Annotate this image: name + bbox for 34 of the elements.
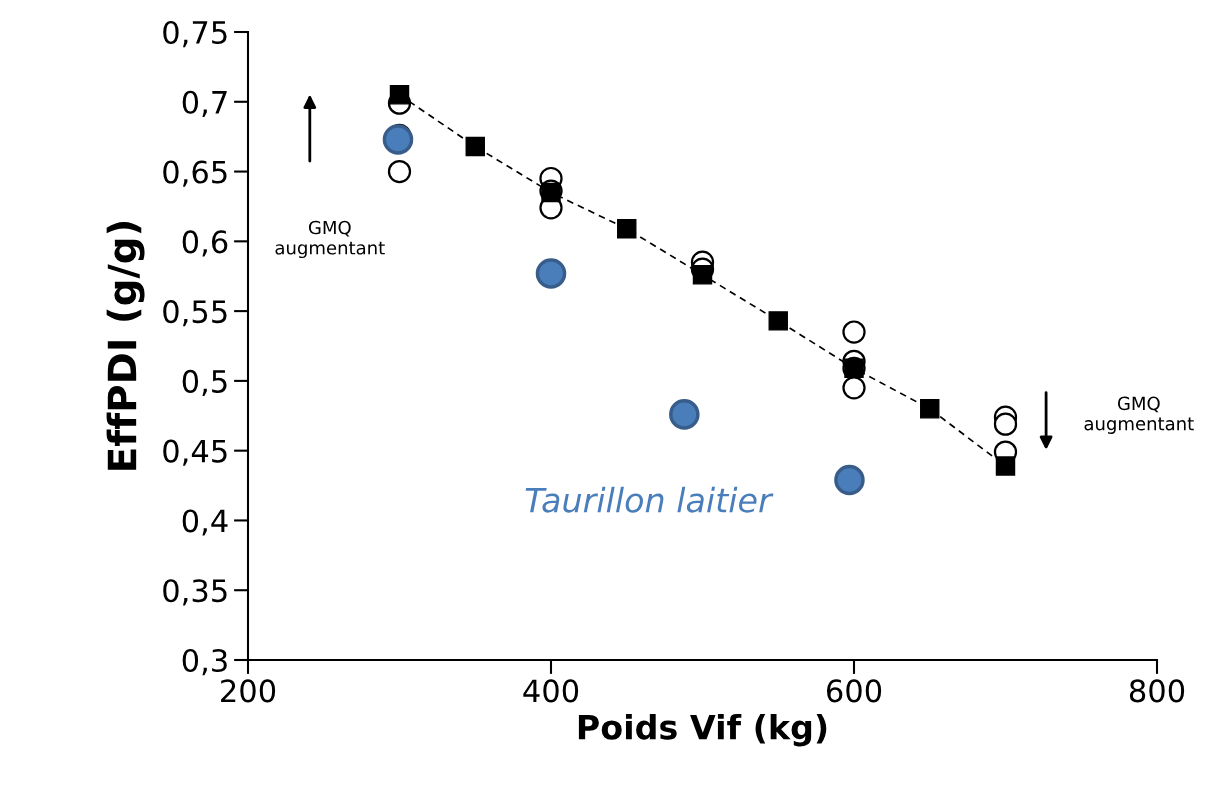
point bbox=[842, 376, 866, 400]
y-tick-label: 0,75 bbox=[163, 20, 227, 48]
point bbox=[535, 258, 567, 289]
y-tick-label: 0,4 bbox=[182, 509, 228, 536]
point bbox=[995, 456, 1016, 476]
point bbox=[834, 464, 865, 496]
x-tick-label: 200 bbox=[221, 679, 276, 703]
x-tick-label: 800 bbox=[1129, 679, 1185, 703]
point bbox=[669, 399, 700, 430]
point bbox=[768, 311, 788, 331]
y-tick-label: 0,3 bbox=[182, 648, 227, 676]
point bbox=[993, 412, 1018, 436]
x-tick-label: 600 bbox=[826, 679, 882, 703]
y-tick-label: 0,7 bbox=[182, 90, 227, 117]
y-tick-label: 0,55 bbox=[163, 300, 227, 327]
point bbox=[920, 399, 940, 419]
point bbox=[692, 265, 713, 285]
y-tick-label: 0,35 bbox=[163, 579, 227, 606]
y-tick-label: 0,65 bbox=[163, 160, 227, 187]
y-tick-label: 0,6 bbox=[182, 230, 228, 257]
point bbox=[387, 159, 412, 184]
x-tick-label: 400 bbox=[523, 679, 579, 703]
y-tick-label: 0,45 bbox=[163, 439, 227, 466]
annotation: Taurillon laitier bbox=[525, 486, 774, 513]
point bbox=[617, 219, 637, 239]
point bbox=[842, 320, 866, 344]
annotation: GMQ augmentant bbox=[1084, 396, 1194, 434]
annotation: GMQ augmentant bbox=[275, 220, 385, 259]
point bbox=[382, 124, 414, 155]
x-axis-title: Poids Vif (kg) bbox=[578, 713, 827, 747]
point bbox=[465, 136, 485, 157]
y-tick-label: 0,5 bbox=[182, 369, 227, 397]
point bbox=[389, 85, 410, 105]
y-axis-title: EffPDI (g/g) bbox=[106, 222, 145, 470]
